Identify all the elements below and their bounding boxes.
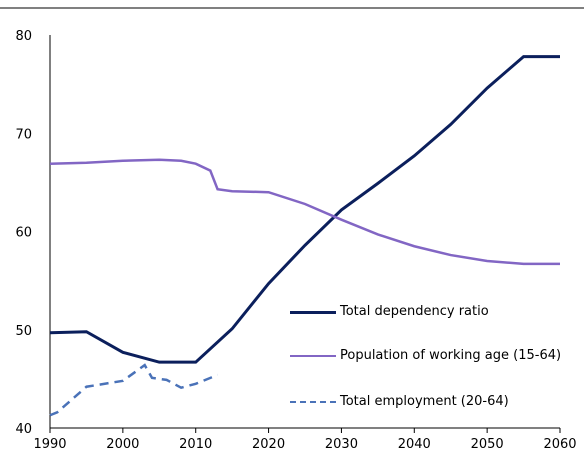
legend-item: Total employment (20-64)	[290, 393, 570, 410]
series-line	[49, 363, 219, 417]
y-tick-label: 80	[15, 29, 32, 44]
legend-item: Total dependency ratio	[290, 303, 570, 320]
y-tick-label: 60	[15, 226, 32, 241]
x-tick-label: 2050	[471, 437, 504, 452]
y-tick-label: 50	[15, 324, 32, 339]
legend-label: Total employment (20-64)	[340, 394, 509, 409]
x-tick-label: 2060	[543, 437, 576, 452]
legend-swatch	[290, 355, 336, 357]
legend-swatch	[290, 311, 336, 314]
series-line	[49, 55, 560, 364]
legend-label: Population of working age (15-64)	[340, 348, 562, 363]
legend-swatch	[290, 401, 336, 403]
series-line	[49, 158, 560, 266]
legend-label: Total dependency ratio	[340, 304, 489, 319]
x-tick-label: 2000	[106, 437, 139, 452]
x-tick-label: 2030	[325, 437, 358, 452]
y-tick-label: 40	[15, 422, 32, 437]
y-tick-label: 70	[15, 127, 32, 142]
x-tick-label: 2040	[398, 437, 431, 452]
x-tick-label: 1990	[33, 437, 66, 452]
legend-item: Population of working age (15-64)	[290, 347, 570, 364]
x-tick-label: 2010	[179, 437, 212, 452]
x-tick-label: 2020	[252, 437, 285, 452]
